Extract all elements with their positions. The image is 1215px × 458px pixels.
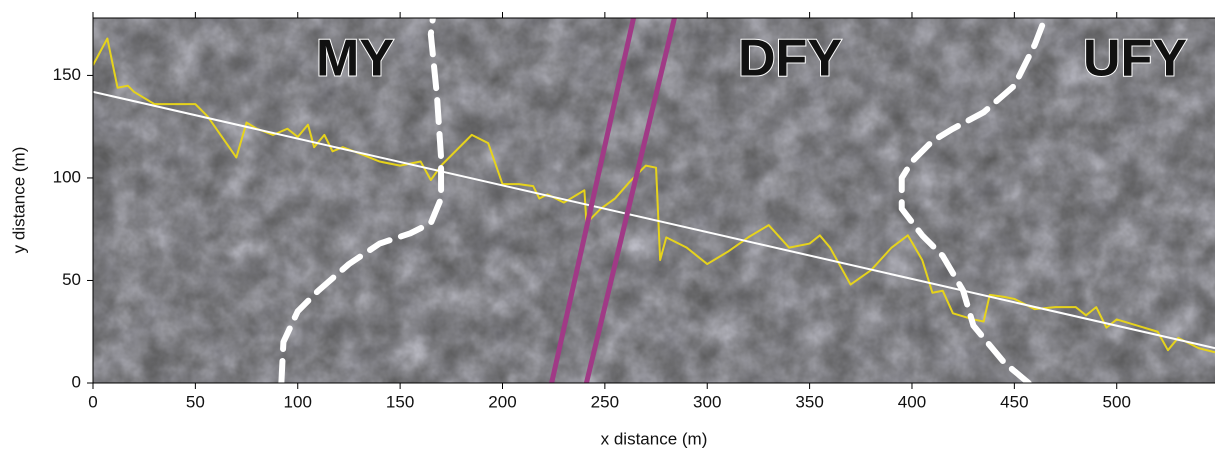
plot-area bbox=[93, 18, 1215, 383]
y-tick-label: 150 bbox=[53, 65, 81, 84]
x-tick-label: 50 bbox=[186, 392, 205, 411]
x-tick-label: 200 bbox=[488, 392, 516, 411]
line bbox=[93, 90, 1215, 350]
x-tick-label: 250 bbox=[591, 392, 619, 411]
x-tick-label: 500 bbox=[1103, 392, 1131, 411]
y-tick-label: 0 bbox=[72, 372, 81, 391]
x-tick-label: 400 bbox=[898, 392, 926, 411]
line bbox=[93, 37, 1215, 354]
y-tick-label: 50 bbox=[62, 270, 81, 289]
region-label: DFY bbox=[738, 30, 842, 88]
line bbox=[584, 18, 677, 383]
x-tick-label: 350 bbox=[795, 392, 823, 411]
x-tick-label: 300 bbox=[693, 392, 721, 411]
y-axis-label: y distance (m) bbox=[9, 147, 28, 254]
ice-texture bbox=[93, 18, 1215, 383]
x-tick-label: 100 bbox=[284, 392, 312, 411]
x-axis-label: x distance (m) bbox=[601, 429, 708, 448]
ice-boundary bbox=[898, 18, 1049, 383]
y-tick-label: 100 bbox=[53, 167, 81, 186]
line bbox=[549, 18, 636, 383]
region-label: MY bbox=[316, 30, 394, 88]
x-tick-label: 0 bbox=[88, 392, 97, 411]
region-label: UFY bbox=[1083, 30, 1187, 88]
x-tick-label: 150 bbox=[386, 392, 414, 411]
x-tick-label: 450 bbox=[1000, 392, 1028, 411]
ice-boundary bbox=[278, 18, 445, 383]
